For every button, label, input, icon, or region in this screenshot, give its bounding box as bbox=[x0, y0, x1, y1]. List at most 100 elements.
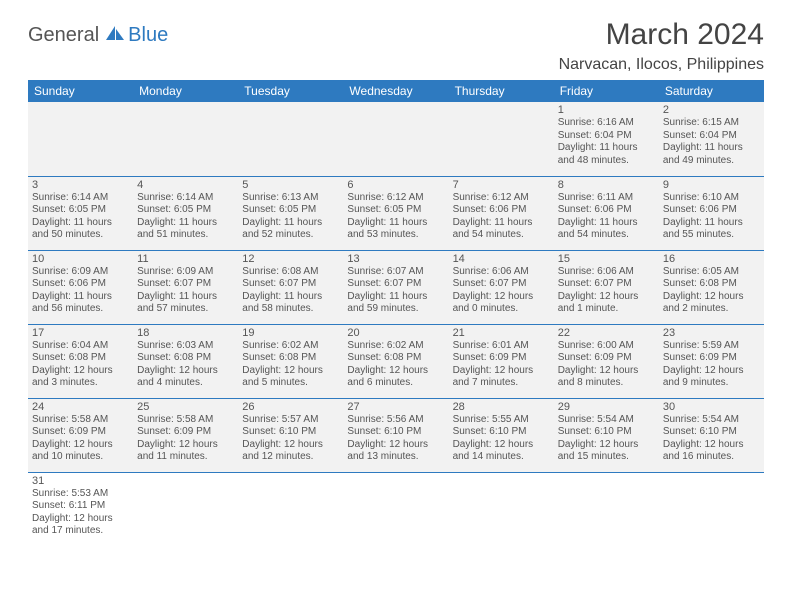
calendar-cell: 29Sunrise: 5:54 AMSunset: 6:10 PMDayligh… bbox=[554, 398, 659, 472]
day-number: 21 bbox=[453, 327, 550, 339]
day-number: 16 bbox=[663, 253, 760, 265]
daylight-text: and 57 minutes. bbox=[137, 303, 234, 316]
sunset-text: Sunset: 6:05 PM bbox=[32, 204, 129, 217]
daylight-text: and 6 minutes. bbox=[347, 377, 444, 390]
calendar-cell-empty bbox=[343, 472, 448, 546]
calendar-cell: 9Sunrise: 6:10 AMSunset: 6:06 PMDaylight… bbox=[659, 176, 764, 250]
daylight-text: Daylight: 12 hours bbox=[453, 439, 550, 452]
daylight-text: and 9 minutes. bbox=[663, 377, 760, 390]
sunrise-text: Sunrise: 5:58 AM bbox=[32, 414, 129, 427]
daylight-text: and 48 minutes. bbox=[558, 155, 655, 168]
calendar-cell: 16Sunrise: 6:05 AMSunset: 6:08 PMDayligh… bbox=[659, 250, 764, 324]
calendar-cell: 4Sunrise: 6:14 AMSunset: 6:05 PMDaylight… bbox=[133, 176, 238, 250]
weekday-header: Saturday bbox=[659, 80, 764, 102]
daylight-text: and 17 minutes. bbox=[32, 525, 129, 538]
sunset-text: Sunset: 6:05 PM bbox=[242, 204, 339, 217]
calendar-cell: 27Sunrise: 5:56 AMSunset: 6:10 PMDayligh… bbox=[343, 398, 448, 472]
sunset-text: Sunset: 6:08 PM bbox=[137, 352, 234, 365]
day-number: 13 bbox=[347, 253, 444, 265]
daylight-text: Daylight: 12 hours bbox=[663, 365, 760, 378]
sunset-text: Sunset: 6:11 PM bbox=[32, 500, 129, 513]
sunrise-text: Sunrise: 6:06 AM bbox=[558, 266, 655, 279]
daylight-text: Daylight: 12 hours bbox=[347, 439, 444, 452]
sunrise-text: Sunrise: 6:14 AM bbox=[32, 192, 129, 205]
daylight-text: Daylight: 11 hours bbox=[242, 217, 339, 230]
daylight-text: Daylight: 11 hours bbox=[558, 142, 655, 155]
month-title: March 2024 bbox=[559, 18, 764, 52]
weekday-header: Wednesday bbox=[343, 80, 448, 102]
daylight-text: Daylight: 11 hours bbox=[663, 142, 760, 155]
daylight-text: Daylight: 11 hours bbox=[453, 217, 550, 230]
daylight-text: and 8 minutes. bbox=[558, 377, 655, 390]
day-number: 19 bbox=[242, 327, 339, 339]
sunset-text: Sunset: 6:04 PM bbox=[663, 130, 760, 143]
day-number: 10 bbox=[32, 253, 129, 265]
day-number: 27 bbox=[347, 401, 444, 413]
day-number: 7 bbox=[453, 179, 550, 191]
sunset-text: Sunset: 6:10 PM bbox=[558, 426, 655, 439]
day-number: 26 bbox=[242, 401, 339, 413]
calendar-cell: 1Sunrise: 6:16 AMSunset: 6:04 PMDaylight… bbox=[554, 102, 659, 176]
calendar-cell-empty bbox=[133, 472, 238, 546]
calendar-cell-empty bbox=[659, 472, 764, 546]
daylight-text: and 11 minutes. bbox=[137, 451, 234, 464]
calendar-cell: 11Sunrise: 6:09 AMSunset: 6:07 PMDayligh… bbox=[133, 250, 238, 324]
calendar-cell: 25Sunrise: 5:58 AMSunset: 6:09 PMDayligh… bbox=[133, 398, 238, 472]
sunset-text: Sunset: 6:07 PM bbox=[242, 278, 339, 291]
sunset-text: Sunset: 6:07 PM bbox=[137, 278, 234, 291]
calendar-table: SundayMondayTuesdayWednesdayThursdayFrid… bbox=[28, 80, 764, 546]
calendar-cell-empty bbox=[28, 102, 133, 176]
daylight-text: Daylight: 11 hours bbox=[137, 217, 234, 230]
weekday-header: Thursday bbox=[449, 80, 554, 102]
sunset-text: Sunset: 6:09 PM bbox=[558, 352, 655, 365]
calendar-cell: 23Sunrise: 5:59 AMSunset: 6:09 PMDayligh… bbox=[659, 324, 764, 398]
daylight-text: and 0 minutes. bbox=[453, 303, 550, 316]
sunrise-text: Sunrise: 6:08 AM bbox=[242, 266, 339, 279]
calendar-cell-empty bbox=[238, 102, 343, 176]
daylight-text: Daylight: 11 hours bbox=[32, 291, 129, 304]
sunset-text: Sunset: 6:10 PM bbox=[347, 426, 444, 439]
sunrise-text: Sunrise: 6:10 AM bbox=[663, 192, 760, 205]
sunrise-text: Sunrise: 6:02 AM bbox=[242, 340, 339, 353]
daylight-text: and 54 minutes. bbox=[453, 229, 550, 242]
day-number: 15 bbox=[558, 253, 655, 265]
daylight-text: Daylight: 12 hours bbox=[32, 365, 129, 378]
daylight-text: and 15 minutes. bbox=[558, 451, 655, 464]
weekday-header: Tuesday bbox=[238, 80, 343, 102]
title-block: March 2024 Narvacan, Ilocos, Philippines bbox=[559, 18, 764, 74]
day-number: 20 bbox=[347, 327, 444, 339]
daylight-text: and 54 minutes. bbox=[558, 229, 655, 242]
calendar-cell: 31Sunrise: 5:53 AMSunset: 6:11 PMDayligh… bbox=[28, 472, 133, 546]
day-number: 22 bbox=[558, 327, 655, 339]
daylight-text: Daylight: 12 hours bbox=[558, 365, 655, 378]
daylight-text: Daylight: 11 hours bbox=[137, 291, 234, 304]
calendar-cell: 12Sunrise: 6:08 AMSunset: 6:07 PMDayligh… bbox=[238, 250, 343, 324]
sunset-text: Sunset: 6:08 PM bbox=[347, 352, 444, 365]
calendar-cell: 18Sunrise: 6:03 AMSunset: 6:08 PMDayligh… bbox=[133, 324, 238, 398]
sunrise-text: Sunrise: 5:53 AM bbox=[32, 488, 129, 501]
daylight-text: Daylight: 11 hours bbox=[347, 291, 444, 304]
day-number: 29 bbox=[558, 401, 655, 413]
sunset-text: Sunset: 6:07 PM bbox=[347, 278, 444, 291]
sunrise-text: Sunrise: 6:12 AM bbox=[453, 192, 550, 205]
daylight-text: and 14 minutes. bbox=[453, 451, 550, 464]
day-number: 28 bbox=[453, 401, 550, 413]
calendar-row: 3Sunrise: 6:14 AMSunset: 6:05 PMDaylight… bbox=[28, 176, 764, 250]
sunset-text: Sunset: 6:07 PM bbox=[558, 278, 655, 291]
daylight-text: and 58 minutes. bbox=[242, 303, 339, 316]
daylight-text: Daylight: 12 hours bbox=[137, 365, 234, 378]
day-number: 14 bbox=[453, 253, 550, 265]
calendar-cell: 8Sunrise: 6:11 AMSunset: 6:06 PMDaylight… bbox=[554, 176, 659, 250]
sunset-text: Sunset: 6:08 PM bbox=[32, 352, 129, 365]
sunset-text: Sunset: 6:06 PM bbox=[32, 278, 129, 291]
daylight-text: Daylight: 11 hours bbox=[32, 217, 129, 230]
day-number: 17 bbox=[32, 327, 129, 339]
calendar-row: 24Sunrise: 5:58 AMSunset: 6:09 PMDayligh… bbox=[28, 398, 764, 472]
daylight-text: and 3 minutes. bbox=[32, 377, 129, 390]
daylight-text: Daylight: 12 hours bbox=[347, 365, 444, 378]
day-number: 12 bbox=[242, 253, 339, 265]
sunset-text: Sunset: 6:06 PM bbox=[558, 204, 655, 217]
calendar-row: 10Sunrise: 6:09 AMSunset: 6:06 PMDayligh… bbox=[28, 250, 764, 324]
day-number: 24 bbox=[32, 401, 129, 413]
day-number: 6 bbox=[347, 179, 444, 191]
